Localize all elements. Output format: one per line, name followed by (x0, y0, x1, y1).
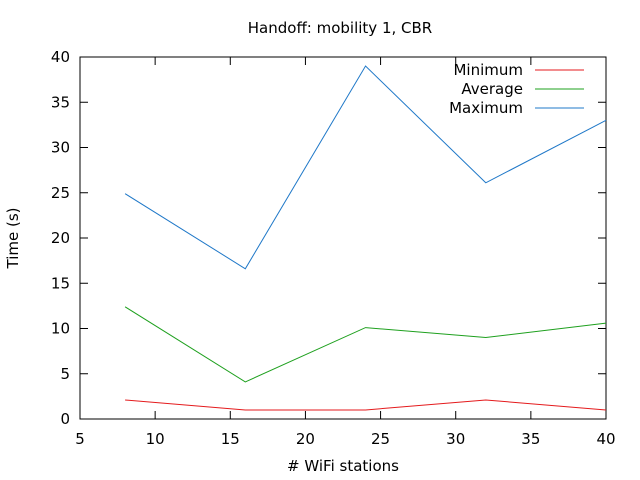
chart-title: Handoff: mobility 1, CBR (248, 19, 432, 37)
legend-label-average: Average (461, 80, 523, 98)
y-tick-label: 5 (60, 365, 70, 383)
legend-label-minimum: Minimum (453, 61, 523, 79)
plot-frame (79, 56, 607, 420)
x-tick-label: 15 (221, 430, 240, 448)
y-tick-label: 15 (51, 274, 70, 292)
plot-border (79, 56, 607, 420)
y-tick-label: 20 (51, 229, 70, 247)
x-axis-label: # WiFi stations (287, 457, 399, 475)
series-line-average (124, 306, 607, 383)
series-line-maximum (124, 65, 607, 270)
y-tick-label: 25 (51, 184, 70, 202)
y-tick-label: 40 (51, 48, 70, 66)
series-line-minimum (125, 399, 607, 411)
x-tick-label: 35 (521, 430, 540, 448)
y-tick-label: 10 (51, 320, 70, 338)
legend-label-maximum: Maximum (449, 99, 523, 117)
y-tick-label: 35 (51, 93, 70, 111)
x-axis: 5 10 15 20 25 30 35 40 (75, 57, 616, 448)
y-axis-label: Time (s) (4, 208, 22, 270)
series-lines (124, 65, 607, 411)
y-tick-label: 0 (60, 410, 70, 428)
x-tick-label: 25 (371, 430, 390, 448)
y-axis: 0 5 10 15 20 25 30 35 40 (51, 48, 606, 428)
x-tick-label: 20 (296, 430, 315, 448)
y-tick-label: 30 (51, 139, 70, 157)
x-tick-label: 30 (446, 430, 465, 448)
x-tick-label: 10 (146, 430, 165, 448)
x-tick-label: 40 (596, 430, 615, 448)
x-tick-label: 5 (75, 430, 85, 448)
